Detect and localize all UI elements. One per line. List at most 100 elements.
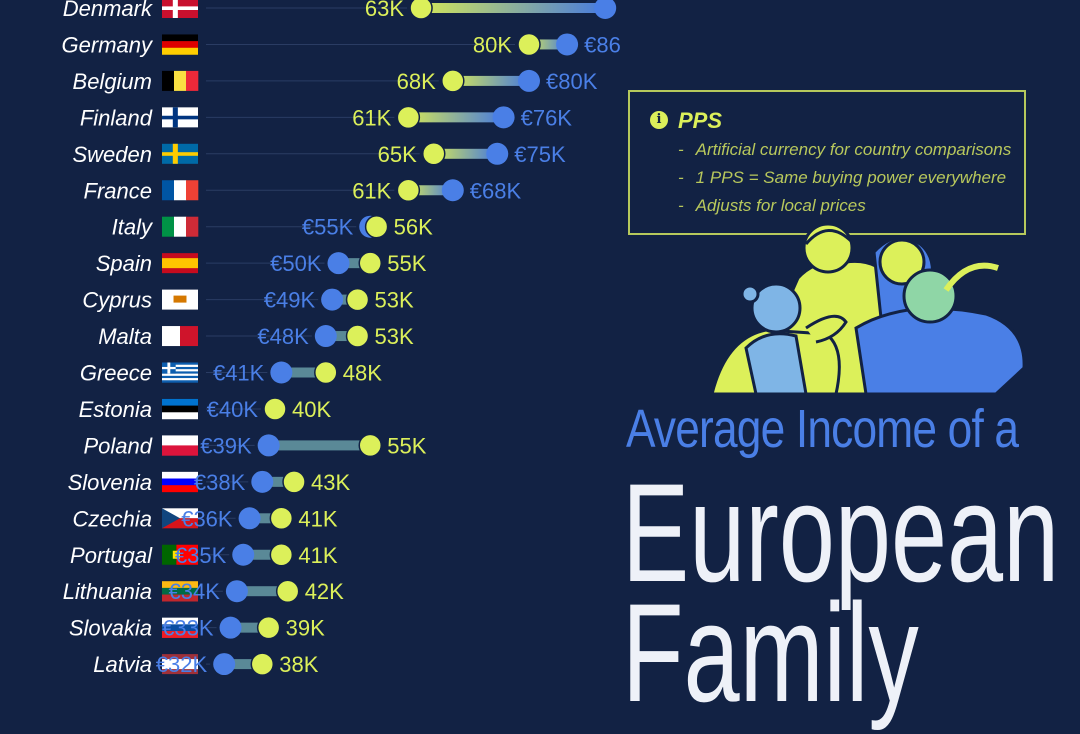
flag-slovakia-icon: [162, 617, 198, 638]
dot-pps: [358, 433, 382, 458]
flag-malta-icon: [162, 326, 198, 347]
legend-item: 1 PPS = Same buying power everywhere: [678, 164, 1011, 192]
legend-title: PPS: [678, 108, 723, 133]
flag-latvia-icon: [162, 654, 198, 675]
dot-eur: [486, 142, 509, 165]
dot-eur: [225, 580, 248, 603]
connector-bar: [325, 331, 358, 342]
connector-bar: [249, 513, 282, 524]
connector-bar: [408, 112, 504, 123]
eur-value-label: €34K: [169, 579, 221, 604]
country-label: France: [84, 178, 152, 203]
dot-eur: [594, 0, 617, 19]
eur-value-label: €32K: [156, 652, 208, 675]
title-line-1: Average Income of a: [626, 399, 1019, 459]
pps-value-label: 61K: [352, 105, 391, 130]
eur-value-label: €68K: [470, 178, 522, 203]
pps-value-label: 39K: [286, 616, 325, 641]
title-line-3: Family: [622, 574, 919, 731]
connector-bar: [224, 659, 263, 670]
dot-pps: [256, 615, 281, 640]
dot-pps: [269, 543, 294, 567]
connector-bar: [338, 258, 371, 269]
flag-estonia-icon: [162, 398, 198, 420]
country-label: Slovenia: [68, 470, 152, 495]
flag-denmark-icon: [162, 0, 198, 18]
flag-germany-icon: [162, 34, 198, 55]
pps-value-label: 55K: [387, 251, 426, 276]
pps-value-label: 55K: [387, 433, 426, 458]
flag-poland-icon: [162, 435, 198, 456]
eur-value-label: €40K: [207, 397, 259, 422]
pps-value-label: 63K: [365, 0, 404, 21]
pps-value-label: 48K: [343, 361, 382, 386]
dot-eur: [238, 507, 261, 530]
pps-value-label: 56K: [394, 215, 433, 240]
country-label: Spain: [96, 251, 152, 276]
flag-lithuania-icon: [162, 581, 198, 602]
eur-value-label: €49K: [264, 288, 316, 313]
dot-pps: [345, 324, 370, 348]
pps-value-label: 41K: [298, 506, 337, 531]
legend-item: Artificial currency for country comparis…: [678, 136, 1012, 164]
country-label: Czechia: [73, 506, 152, 531]
dot-pps: [314, 360, 338, 385]
legend-list: Artificial currency for country comparis…: [678, 136, 1012, 220]
dot-pps: [282, 470, 306, 494]
connector-bar: [433, 148, 498, 159]
eur-value-label: €33K: [162, 616, 214, 641]
connector-bar: [262, 476, 295, 487]
flag-portugal-icon: [162, 544, 198, 565]
pps-value-label: 61K: [352, 178, 391, 203]
pps-value-label: 65K: [378, 142, 417, 167]
dot-pps: [250, 652, 275, 675]
dot-pps: [358, 251, 382, 275]
dot-eur: [518, 69, 540, 92]
pps-value-label: 42K: [305, 579, 344, 604]
country-label: Malta: [98, 324, 152, 349]
flag-belgium-icon: [162, 70, 199, 91]
connector-bar: [408, 185, 453, 196]
country-label: Cyprus: [82, 288, 152, 313]
family-illustration-icon: [710, 222, 1026, 396]
country-label: Finland: [80, 105, 153, 130]
dot-eur: [492, 106, 515, 129]
pps-value-label: 53K: [375, 288, 414, 313]
info-icon: i: [650, 111, 668, 129]
dot-pps: [396, 178, 421, 202]
eur-value-label: €41K: [213, 361, 265, 386]
country-label: Latvia: [93, 652, 152, 675]
flag-italy-icon: [162, 216, 199, 237]
pps-value-label: 40K: [292, 397, 331, 422]
dot-eur: [321, 288, 344, 311]
dot-pps: [517, 32, 541, 57]
country-label: Belgium: [73, 69, 152, 94]
eur-value-label: €55K: [302, 215, 354, 240]
connector-bar: [452, 75, 529, 86]
connector-bar: [332, 294, 358, 305]
dot-eur: [327, 252, 350, 275]
pps-value-label: 68K: [397, 69, 436, 94]
eur-value-label: €36K: [181, 506, 233, 531]
country-label: Slovakia: [69, 616, 152, 641]
dot-pps: [345, 287, 370, 312]
eur-value-label: €76K: [521, 105, 573, 130]
dot-pps: [422, 142, 446, 166]
eur-value-label: €86K: [584, 32, 620, 57]
flag-finland-icon: [162, 107, 198, 128]
flag-greece-icon: [162, 362, 198, 383]
country-label: Estonia: [79, 397, 152, 422]
pps-legend-box: i PPS Artificial currency for country co…: [628, 90, 1026, 235]
country-label: Portugal: [70, 543, 153, 568]
pps-value-label: 53K: [375, 324, 414, 349]
eur-value-label: €75K: [514, 142, 566, 167]
connector-bar: [268, 440, 371, 451]
dot-pps: [441, 69, 465, 93]
dot-eur: [213, 653, 236, 675]
flag-slovenia-icon: [162, 471, 198, 493]
flag-spain-icon: [162, 253, 198, 274]
country-label: Denmark: [63, 0, 153, 21]
dot-pps: [409, 0, 433, 20]
dot-eur: [232, 543, 255, 566]
country-label: Sweden: [72, 142, 152, 167]
